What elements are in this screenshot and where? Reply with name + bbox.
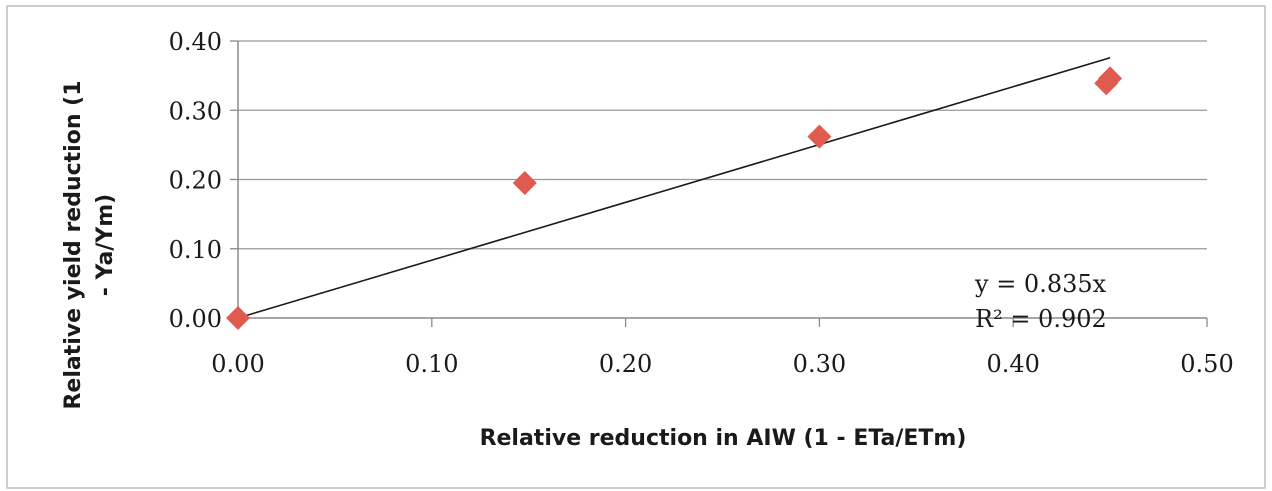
data-point-1 [512, 170, 537, 195]
y-tick-label-3: 0.30 [169, 97, 222, 125]
x-tick-label-3: 0.30 [793, 350, 846, 378]
data-points [226, 66, 1123, 330]
trendline-equation: y = 0.835x [974, 270, 1107, 298]
y-tick-label-1: 0.10 [169, 236, 222, 264]
x-tick-label-1: 0.10 [405, 350, 458, 378]
gridlines [238, 40, 1207, 250]
chart-border [6, 5, 1266, 489]
axes: 0.00 0.10 0.20 0.30 0.40 0.00 0.10 0.20 0.30 0.40… [169, 28, 1234, 378]
data-point-4 [1098, 66, 1123, 91]
trendline [237, 57, 1111, 319]
y-tick-label-2: 0.20 [169, 167, 222, 195]
y-tick-label-4: 0.40 [169, 28, 222, 56]
data-point-0 [226, 306, 250, 330]
x-tick-label-2: 0.20 [599, 350, 652, 378]
x-tick-label-0: 0.00 [211, 350, 264, 378]
y-tick-label-0: 0.00 [169, 305, 222, 333]
x-tick-label-5: 0.50 [1180, 350, 1233, 378]
x-tick-label-4: 0.40 [986, 350, 1039, 378]
y-axis-title-line-2: - Ya/Ym) [93, 194, 118, 297]
x-axis-title: Relative reduction in AIW (1 - ETa/ETm) [480, 426, 967, 451]
trendline-layer [237, 57, 1111, 319]
y-axis-title-line-1: Relative yield reduction (1 [61, 80, 86, 409]
trendline-r-squared: R² = 0.902 [975, 305, 1107, 333]
data-point-2 [807, 124, 832, 149]
